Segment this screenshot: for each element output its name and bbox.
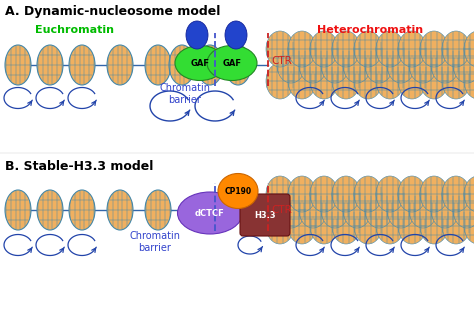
Text: B. Stable-H3.3 model: B. Stable-H3.3 model (5, 160, 154, 173)
Text: Chromatin
barrier: Chromatin barrier (159, 83, 210, 105)
Text: dCTCF: dCTCF (195, 209, 225, 217)
Ellipse shape (288, 63, 316, 99)
Text: Euchromatin: Euchromatin (36, 25, 115, 35)
Ellipse shape (277, 47, 305, 83)
Ellipse shape (431, 192, 459, 228)
Ellipse shape (218, 173, 258, 209)
FancyBboxPatch shape (240, 194, 290, 236)
Text: GAF: GAF (222, 58, 241, 68)
Ellipse shape (310, 176, 338, 212)
Ellipse shape (376, 208, 404, 244)
Ellipse shape (442, 31, 470, 67)
Ellipse shape (409, 192, 437, 228)
Ellipse shape (398, 31, 426, 67)
Ellipse shape (186, 21, 208, 49)
Ellipse shape (420, 31, 448, 67)
Ellipse shape (37, 190, 63, 230)
Ellipse shape (37, 45, 63, 85)
Ellipse shape (332, 31, 360, 67)
Ellipse shape (175, 46, 225, 80)
Ellipse shape (266, 176, 294, 212)
Ellipse shape (288, 176, 316, 212)
Ellipse shape (332, 63, 360, 99)
Ellipse shape (420, 63, 448, 99)
Ellipse shape (464, 31, 474, 67)
Ellipse shape (354, 31, 382, 67)
Text: GAF: GAF (191, 58, 210, 68)
Ellipse shape (442, 176, 470, 212)
Ellipse shape (420, 176, 448, 212)
Ellipse shape (431, 47, 459, 83)
Ellipse shape (177, 192, 243, 234)
Ellipse shape (225, 45, 251, 85)
Ellipse shape (277, 192, 305, 228)
Ellipse shape (310, 208, 338, 244)
Ellipse shape (299, 47, 327, 83)
Ellipse shape (420, 208, 448, 244)
Ellipse shape (409, 47, 437, 83)
Ellipse shape (107, 45, 133, 85)
Ellipse shape (197, 45, 223, 85)
Ellipse shape (464, 208, 474, 244)
Ellipse shape (332, 176, 360, 212)
Ellipse shape (387, 192, 415, 228)
Ellipse shape (365, 192, 393, 228)
Ellipse shape (321, 47, 349, 83)
Ellipse shape (288, 31, 316, 67)
Ellipse shape (343, 192, 371, 228)
Ellipse shape (107, 190, 133, 230)
Ellipse shape (398, 63, 426, 99)
Ellipse shape (5, 190, 31, 230)
Ellipse shape (442, 208, 470, 244)
Text: CTR: CTR (271, 56, 292, 66)
Text: Heterochromatin: Heterochromatin (317, 25, 423, 35)
Ellipse shape (376, 31, 404, 67)
Ellipse shape (145, 45, 171, 85)
Ellipse shape (225, 21, 247, 49)
Ellipse shape (343, 47, 371, 83)
Ellipse shape (464, 176, 474, 212)
Ellipse shape (354, 208, 382, 244)
Text: CP190: CP190 (224, 186, 252, 195)
Text: CTR: CTR (271, 205, 292, 215)
Ellipse shape (398, 208, 426, 244)
Ellipse shape (207, 46, 257, 80)
Ellipse shape (464, 63, 474, 99)
Ellipse shape (266, 208, 294, 244)
Ellipse shape (69, 190, 95, 230)
Ellipse shape (310, 31, 338, 67)
Ellipse shape (376, 63, 404, 99)
Ellipse shape (354, 176, 382, 212)
Ellipse shape (398, 176, 426, 212)
Ellipse shape (69, 45, 95, 85)
Ellipse shape (387, 47, 415, 83)
Ellipse shape (365, 47, 393, 83)
Ellipse shape (169, 45, 195, 85)
Ellipse shape (288, 208, 316, 244)
Ellipse shape (266, 31, 294, 67)
Ellipse shape (321, 192, 349, 228)
Ellipse shape (310, 63, 338, 99)
Ellipse shape (332, 208, 360, 244)
Ellipse shape (354, 63, 382, 99)
Text: A. Dynamic-nucleosome model: A. Dynamic-nucleosome model (5, 5, 220, 18)
Ellipse shape (376, 176, 404, 212)
Ellipse shape (453, 47, 474, 83)
Ellipse shape (145, 190, 171, 230)
Ellipse shape (442, 63, 470, 99)
Ellipse shape (299, 192, 327, 228)
Ellipse shape (453, 192, 474, 228)
Ellipse shape (266, 63, 294, 99)
Ellipse shape (5, 45, 31, 85)
Text: Chromatin
barrier: Chromatin barrier (129, 231, 181, 253)
Text: H3.3: H3.3 (254, 211, 276, 220)
